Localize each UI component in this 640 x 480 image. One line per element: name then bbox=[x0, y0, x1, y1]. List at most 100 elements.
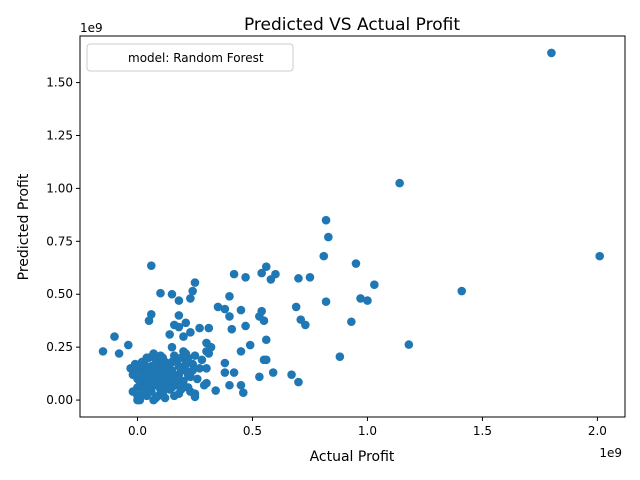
data-point bbox=[130, 359, 140, 369]
data-point bbox=[156, 351, 165, 360]
data-point bbox=[255, 372, 264, 382]
data-point bbox=[174, 322, 184, 332]
data-point bbox=[225, 292, 234, 301]
data-point bbox=[395, 178, 404, 188]
data-point bbox=[151, 361, 161, 371]
data-point bbox=[245, 340, 255, 350]
data-point bbox=[188, 359, 197, 369]
data-point bbox=[347, 317, 356, 327]
data-point bbox=[158, 374, 168, 384]
data-point bbox=[190, 278, 200, 287]
data-point bbox=[167, 289, 177, 299]
y-tick-label: 0.50 bbox=[46, 287, 73, 301]
y-tick-label: 0.00 bbox=[46, 393, 73, 407]
y-tick-label: 1.00 bbox=[46, 181, 73, 195]
y-axis-ticks: 0.00 0.25 0.50 0.75 1.00 1.25 1.50 bbox=[46, 76, 80, 407]
y-tick-label: 0.25 bbox=[46, 340, 73, 354]
data-point bbox=[236, 305, 246, 315]
data-point bbox=[195, 323, 204, 333]
data-point bbox=[176, 366, 186, 375]
data-point bbox=[197, 355, 207, 365]
data-point bbox=[259, 316, 269, 325]
data-point bbox=[457, 286, 467, 296]
data-point bbox=[404, 340, 414, 349]
data-point bbox=[213, 302, 223, 312]
data-point bbox=[547, 48, 556, 58]
data-point bbox=[335, 352, 345, 361]
data-point bbox=[261, 355, 271, 365]
data-point bbox=[324, 232, 333, 242]
data-point bbox=[114, 349, 124, 358]
data-point bbox=[241, 321, 250, 331]
data-point bbox=[351, 259, 361, 268]
data-point bbox=[199, 380, 209, 390]
y-axis-label: Predicted Profit bbox=[16, 173, 32, 280]
data-point bbox=[179, 383, 188, 392]
data-point bbox=[236, 380, 246, 390]
data-point bbox=[220, 358, 230, 368]
data-point bbox=[165, 376, 174, 386]
data-point bbox=[186, 387, 195, 396]
data-point bbox=[186, 294, 195, 303]
data-point bbox=[144, 316, 154, 325]
data-point bbox=[174, 389, 184, 399]
data-point bbox=[160, 357, 170, 367]
data-point bbox=[192, 374, 202, 384]
x-tick-label: 0.0 bbox=[128, 424, 147, 438]
data-point bbox=[144, 364, 154, 373]
data-point bbox=[146, 387, 156, 396]
data-point bbox=[261, 262, 271, 272]
data-point bbox=[238, 388, 248, 397]
data-point bbox=[236, 347, 246, 356]
data-point bbox=[229, 269, 239, 279]
data-point bbox=[110, 332, 119, 341]
y-tick-label: 0.75 bbox=[46, 234, 73, 248]
x-tick-label: 0.5 bbox=[243, 424, 262, 438]
data-point bbox=[156, 288, 165, 298]
data-point bbox=[220, 368, 230, 377]
data-point bbox=[305, 273, 315, 282]
data-point bbox=[167, 342, 177, 352]
x-tick-label: 1.5 bbox=[473, 424, 492, 438]
data-point bbox=[241, 273, 250, 282]
y-offset-label: 1e9 bbox=[80, 21, 103, 35]
x-tick-label: 1.0 bbox=[358, 424, 377, 438]
data-point bbox=[176, 353, 186, 363]
data-point bbox=[227, 324, 237, 334]
data-point bbox=[98, 347, 108, 356]
data-point bbox=[363, 296, 372, 305]
legend-entry-label: model: Random Forest bbox=[128, 51, 264, 65]
data-point bbox=[188, 286, 197, 296]
data-point bbox=[163, 366, 172, 375]
y-tick-label: 1.50 bbox=[46, 76, 73, 90]
legend-box bbox=[86, 43, 294, 72]
data-point bbox=[202, 364, 211, 373]
x-offset-label: 1e9 bbox=[599, 446, 622, 460]
x-axis-ticks: 0.0 0.5 1.0 1.5 2.0 bbox=[128, 417, 607, 438]
data-point bbox=[301, 320, 310, 330]
data-point bbox=[257, 268, 266, 278]
data-point bbox=[172, 374, 181, 384]
data-point bbox=[202, 347, 211, 356]
data-point bbox=[266, 275, 276, 284]
data-point bbox=[595, 251, 604, 261]
data-point bbox=[225, 380, 234, 390]
data-point bbox=[151, 393, 161, 403]
data-point bbox=[220, 304, 230, 314]
data-point bbox=[294, 377, 303, 387]
data-point bbox=[146, 261, 156, 270]
data-points bbox=[98, 48, 604, 405]
data-point bbox=[179, 376, 188, 386]
data-point bbox=[287, 370, 296, 379]
data-point bbox=[261, 335, 271, 345]
data-point bbox=[188, 366, 197, 375]
data-point bbox=[190, 351, 200, 360]
data-point bbox=[146, 380, 156, 390]
plot-frame bbox=[79, 35, 626, 418]
data-point bbox=[370, 280, 379, 290]
data-point bbox=[319, 251, 329, 261]
chart-title: Predicted VS Actual Profit bbox=[244, 15, 460, 35]
data-point bbox=[179, 332, 188, 341]
data-point bbox=[140, 370, 149, 379]
